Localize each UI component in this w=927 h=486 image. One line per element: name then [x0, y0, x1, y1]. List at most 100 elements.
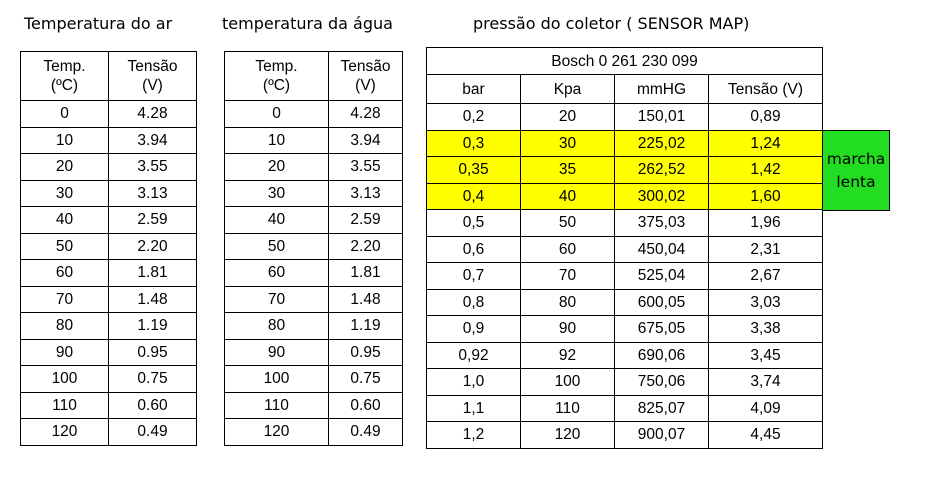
temperature-cell: 50 [224, 232, 329, 260]
voltage-cell: 1.19 [328, 312, 403, 340]
bar-cell: 0,2 [426, 103, 521, 131]
temperature-cell: 100 [224, 365, 329, 393]
table-row: 60 1.81 [224, 259, 403, 287]
voltage-cell: 3.55 [108, 153, 197, 181]
kpa-cell: 70 [520, 262, 615, 290]
mmhg-cell: 450,04 [614, 235, 709, 263]
temperature-cell: 90 [20, 338, 109, 366]
table-row-highlighted: 0,4 40 300,02 1,60 [426, 182, 824, 210]
table-row: 50 2.20 [224, 232, 403, 260]
temperature-cell: 40 [224, 206, 329, 234]
temperature-cell: 60 [20, 259, 109, 287]
kpa-cell: 100 [520, 368, 615, 396]
table-row: 100 0.75 [20, 365, 197, 393]
table-row: 110 0.60 [224, 391, 403, 419]
mmhg-cell: 690,06 [614, 341, 709, 369]
voltage-cell: 4,45 [707, 421, 824, 449]
voltage-cell: 4,09 [707, 394, 824, 422]
table-row: 10 3.94 [224, 126, 403, 154]
voltage-cell: 3,03 [707, 288, 824, 316]
table-row: 0,9 90 675,05 3,38 [426, 315, 824, 343]
voltage-cell: 3.13 [328, 179, 403, 207]
table-row: 20 3.55 [20, 153, 197, 181]
voltage-cell: 0.49 [328, 418, 403, 446]
kpa-cell: 20 [520, 103, 615, 131]
temperature-cell: 100 [20, 365, 109, 393]
voltage-cell: 3,74 [707, 368, 824, 396]
column-header: bar [426, 74, 521, 104]
voltage-cell: 2.20 [108, 232, 197, 260]
bar-cell: 1,1 [426, 394, 521, 422]
column-header: Tensão (V) [328, 51, 403, 101]
bar-cell: 1,0 [426, 368, 521, 396]
table-row: 80 1.19 [224, 312, 403, 340]
table-row: 20 3.55 [224, 153, 403, 181]
voltage-cell: 0.60 [328, 391, 403, 419]
table-row: 80 1.19 [20, 312, 197, 340]
mmhg-cell: 525,04 [614, 262, 709, 290]
temperature-cell: 40 [20, 206, 109, 234]
voltage-cell: 1,60 [707, 182, 824, 210]
mmhg-cell: 300,02 [614, 182, 709, 210]
header-row: Temp. (ºC) Tensão (V) [20, 51, 197, 101]
column-header: Tensão (V) [108, 51, 197, 101]
kpa-cell: 30 [520, 129, 615, 157]
table-row: 30 3.13 [224, 179, 403, 207]
table-row: 100 0.75 [224, 365, 403, 393]
table-row: 1,1 110 825,07 4,09 [426, 394, 824, 422]
voltage-cell: 0.95 [108, 338, 197, 366]
bar-cell: 0,8 [426, 288, 521, 316]
table-row: 120 0.49 [224, 418, 403, 446]
column-header: mmHG [614, 74, 709, 104]
table-row: 120 0.49 [20, 418, 197, 446]
voltage-cell: 1,24 [707, 129, 824, 157]
table-row-highlighted: 0,35 35 262,52 1,42 [426, 156, 824, 184]
kpa-cell: 110 [520, 394, 615, 422]
idle-label-box: marcha lenta [822, 130, 890, 211]
table-temperatura-agua: Temp. (ºC) Tensão (V) 0 4.28 10 3.94 20 3.55 30 3.1… [224, 51, 403, 446]
voltage-cell: 1.19 [108, 312, 197, 340]
column-header: Temp. (ºC) [224, 51, 329, 101]
voltage-cell: 3.55 [328, 153, 403, 181]
voltage-cell: 0,89 [707, 103, 824, 131]
voltage-cell: 1.48 [328, 285, 403, 313]
table-row: 0,8 80 600,05 3,03 [426, 288, 824, 316]
sensor-row: Bosch 0 261 230 099 [425, 47, 824, 75]
table-row: 0 4.28 [20, 100, 197, 128]
column-header: Temp. (ºC) [20, 51, 109, 101]
voltage-cell: 2,67 [707, 262, 824, 290]
temperature-cell: 90 [224, 338, 329, 366]
idle-label-line-1: marcha [826, 149, 886, 168]
header-row: Temp. (ºC) Tensão (V) [224, 51, 403, 101]
kpa-cell: 92 [520, 341, 615, 369]
temperature-cell: 10 [224, 126, 329, 154]
table-row: 1,2 120 900,07 4,45 [426, 421, 824, 449]
temperature-cell: 50 [20, 232, 109, 260]
mmhg-cell: 900,07 [614, 421, 709, 449]
table-row: 40 2.59 [224, 206, 403, 234]
kpa-cell: 90 [520, 315, 615, 343]
mmhg-cell: 262,52 [614, 156, 709, 184]
voltage-cell: 1.81 [328, 259, 403, 287]
voltage-cell: 2.20 [328, 232, 403, 260]
temperature-cell: 110 [20, 391, 109, 419]
title-temperatura-agua: temperatura da água [222, 14, 393, 33]
voltage-cell: 4.28 [108, 100, 197, 128]
voltage-cell: 3,45 [707, 341, 824, 369]
voltage-cell: 3.94 [108, 126, 197, 154]
temperature-cell: 30 [20, 179, 109, 207]
table-row: 0,5 50 375,03 1,96 [426, 209, 824, 237]
table-row: 0 4.28 [224, 100, 403, 128]
mmhg-cell: 375,03 [614, 209, 709, 237]
voltage-cell: 0.60 [108, 391, 197, 419]
bar-cell: 0,92 [426, 341, 521, 369]
kpa-cell: 80 [520, 288, 615, 316]
temperature-cell: 110 [224, 391, 329, 419]
mmhg-cell: 150,01 [614, 103, 709, 131]
voltage-cell: 0.75 [328, 365, 403, 393]
table-row: 40 2.59 [20, 206, 197, 234]
bar-cell: 0,3 [426, 129, 521, 157]
temperature-cell: 60 [224, 259, 329, 287]
table-row-highlighted: 0,3 30 225,02 1,24 [426, 129, 824, 157]
table-row: 90 0.95 [224, 338, 403, 366]
